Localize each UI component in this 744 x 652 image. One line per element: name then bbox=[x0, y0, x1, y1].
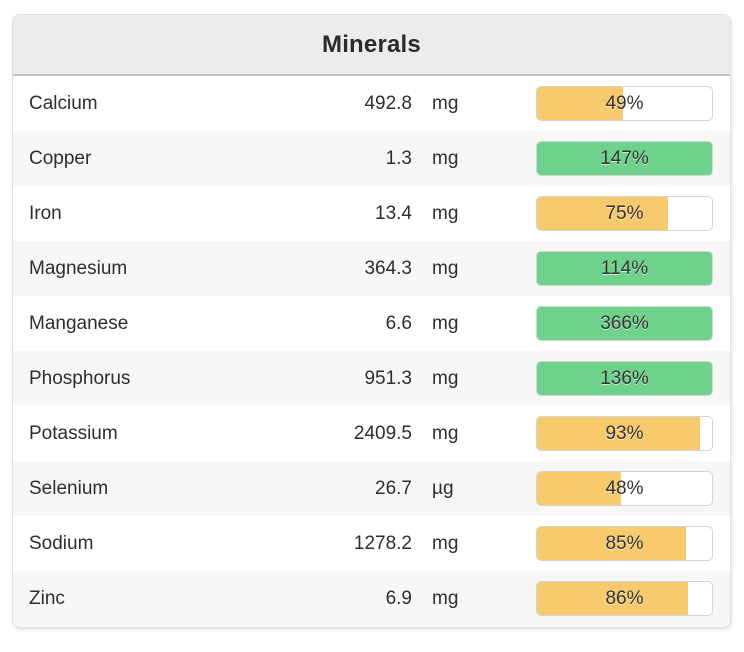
progress-percent-label: 48% bbox=[605, 477, 644, 499]
mineral-name: Magnesium bbox=[29, 257, 128, 279]
mineral-unit: mg bbox=[432, 422, 459, 444]
mineral-target-bar-cell: 147% bbox=[536, 141, 713, 176]
daily-target-progress-bar: 48% bbox=[536, 471, 713, 506]
mineral-unit: mg bbox=[432, 587, 459, 609]
mineral-name: Calcium bbox=[29, 92, 98, 114]
mineral-amount: 1.3 bbox=[385, 147, 412, 169]
mineral-amount: 6.6 bbox=[385, 312, 412, 334]
progress-fill bbox=[537, 417, 700, 450]
mineral-amount: 492.8 bbox=[364, 92, 412, 114]
mineral-name: Selenium bbox=[29, 477, 109, 499]
progress-percent-label: 86% bbox=[605, 587, 644, 609]
mineral-row: Magnesium 364.3 mg 114% bbox=[13, 241, 730, 296]
mineral-unit: mg bbox=[432, 92, 459, 114]
mineral-amount: 1278.2 bbox=[353, 532, 412, 554]
mineral-unit: µg bbox=[432, 477, 454, 499]
minerals-card-header: Minerals bbox=[13, 15, 730, 76]
mineral-target-bar-cell: 49% bbox=[536, 86, 713, 121]
daily-target-progress-bar: 93% bbox=[536, 416, 713, 451]
daily-target-progress-bar: 75% bbox=[536, 196, 713, 231]
daily-target-progress-bar: 147% bbox=[536, 141, 713, 176]
progress-fill bbox=[537, 527, 686, 560]
mineral-unit: mg bbox=[432, 257, 459, 279]
mineral-name: Manganese bbox=[29, 312, 129, 334]
mineral-target-bar-cell: 86% bbox=[536, 581, 713, 616]
mineral-amount: 6.9 bbox=[385, 587, 412, 609]
mineral-target-bar-cell: 85% bbox=[536, 526, 713, 561]
progress-fill bbox=[537, 472, 621, 505]
mineral-row: Copper 1.3 mg 147% bbox=[13, 131, 730, 186]
mineral-target-bar-cell: 366% bbox=[536, 306, 713, 341]
progress-percent-label: 147% bbox=[600, 147, 649, 169]
mineral-name: Zinc bbox=[29, 587, 65, 609]
mineral-target-bar-cell: 93% bbox=[536, 416, 713, 451]
progress-percent-label: 75% bbox=[605, 202, 644, 224]
daily-target-progress-bar: 136% bbox=[536, 361, 713, 396]
progress-fill bbox=[537, 142, 712, 175]
mineral-row: Sodium 1278.2 mg 85% bbox=[13, 516, 730, 571]
mineral-name: Phosphorus bbox=[29, 367, 131, 389]
mineral-row: Iron 13.4 mg 75% bbox=[13, 186, 730, 241]
progress-percent-label: 366% bbox=[600, 312, 649, 334]
mineral-row: Phosphorus 951.3 mg 136% bbox=[13, 351, 730, 406]
mineral-target-bar-cell: 114% bbox=[536, 251, 713, 286]
mineral-unit: mg bbox=[432, 312, 459, 334]
mineral-name: Sodium bbox=[29, 532, 94, 554]
progress-percent-label: 93% bbox=[605, 422, 644, 444]
mineral-unit: mg bbox=[432, 367, 459, 389]
mineral-target-bar-cell: 75% bbox=[536, 196, 713, 231]
mineral-row: Manganese 6.6 mg 366% bbox=[13, 296, 730, 351]
minerals-table: Calcium 492.8 mg 49% Copper 1.3 mg 147% … bbox=[13, 76, 730, 626]
mineral-amount: 26.7 bbox=[375, 477, 412, 499]
progress-percent-label: 49% bbox=[605, 92, 644, 114]
progress-fill bbox=[537, 87, 623, 120]
mineral-unit: mg bbox=[432, 202, 459, 224]
mineral-amount: 364.3 bbox=[364, 257, 412, 279]
progress-fill bbox=[537, 582, 688, 615]
daily-target-progress-bar: 86% bbox=[536, 581, 713, 616]
progress-percent-label: 114% bbox=[600, 257, 649, 279]
mineral-name: Iron bbox=[29, 202, 62, 224]
progress-fill bbox=[537, 362, 712, 395]
mineral-name: Copper bbox=[29, 147, 92, 169]
mineral-row: Potassium 2409.5 mg 93% bbox=[13, 406, 730, 461]
daily-target-progress-bar: 366% bbox=[536, 306, 713, 341]
card-title: Minerals bbox=[322, 30, 421, 58]
mineral-amount: 2409.5 bbox=[353, 422, 412, 444]
mineral-row: Selenium 26.7 µg 48% bbox=[13, 461, 730, 516]
progress-fill bbox=[537, 197, 669, 230]
mineral-target-bar-cell: 48% bbox=[536, 471, 713, 506]
mineral-name: Potassium bbox=[29, 422, 118, 444]
mineral-amount: 951.3 bbox=[364, 367, 412, 389]
daily-target-progress-bar: 114% bbox=[536, 251, 713, 286]
progress-percent-label: 136% bbox=[600, 367, 649, 389]
daily-target-progress-bar: 85% bbox=[536, 526, 713, 561]
progress-fill bbox=[537, 307, 712, 340]
daily-target-progress-bar: 49% bbox=[536, 86, 713, 121]
mineral-target-bar-cell: 136% bbox=[536, 361, 713, 396]
mineral-unit: mg bbox=[432, 147, 459, 169]
mineral-row: Calcium 492.8 mg 49% bbox=[13, 76, 730, 131]
minerals-card: Minerals Calcium 492.8 mg 49% Copper 1.3… bbox=[12, 14, 731, 628]
mineral-row: Zinc 6.9 mg 86% bbox=[13, 571, 730, 626]
progress-fill bbox=[537, 252, 712, 285]
progress-percent-label: 85% bbox=[605, 532, 644, 554]
mineral-amount: 13.4 bbox=[375, 202, 412, 224]
mineral-unit: mg bbox=[432, 532, 459, 554]
